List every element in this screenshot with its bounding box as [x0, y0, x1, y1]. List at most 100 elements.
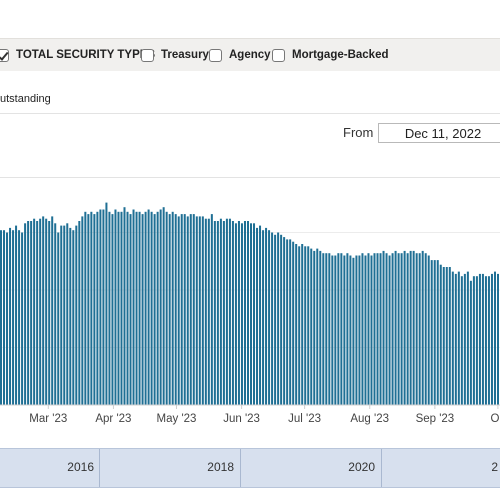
- bar[interactable]: [33, 218, 36, 405]
- bar[interactable]: [385, 253, 388, 405]
- bar[interactable]: [213, 221, 216, 405]
- bar[interactable]: [138, 211, 141, 405]
- bar[interactable]: [472, 276, 475, 405]
- bar[interactable]: [117, 211, 120, 405]
- bar[interactable]: [325, 253, 328, 405]
- bar[interactable]: [96, 211, 99, 405]
- bar[interactable]: [78, 221, 81, 405]
- bar[interactable]: [126, 211, 129, 405]
- bar[interactable]: [135, 211, 138, 405]
- bar[interactable]: [250, 223, 253, 405]
- bar[interactable]: [240, 223, 243, 405]
- bar[interactable]: [39, 218, 42, 405]
- bar[interactable]: [99, 209, 102, 406]
- bar[interactable]: [382, 250, 385, 405]
- bar[interactable]: [352, 257, 355, 405]
- bar[interactable]: [171, 211, 174, 405]
- bar[interactable]: [18, 230, 21, 405]
- bar[interactable]: [111, 214, 114, 405]
- bar[interactable]: [144, 211, 147, 405]
- bar[interactable]: [225, 218, 228, 405]
- bar[interactable]: [90, 211, 93, 405]
- bar[interactable]: [349, 255, 352, 406]
- bar[interactable]: [12, 230, 15, 405]
- bar[interactable]: [415, 253, 418, 405]
- bar[interactable]: [478, 273, 481, 405]
- bar[interactable]: [253, 223, 256, 405]
- bar[interactable]: [132, 209, 135, 406]
- bar[interactable]: [313, 250, 316, 405]
- bar[interactable]: [340, 253, 343, 405]
- bar[interactable]: [63, 225, 66, 405]
- bar[interactable]: [102, 209, 105, 406]
- bar[interactable]: [487, 276, 490, 405]
- checkbox-icon[interactable]: [141, 48, 154, 62]
- bar[interactable]: [51, 216, 54, 405]
- bar[interactable]: [153, 214, 156, 405]
- bar[interactable]: [207, 218, 210, 405]
- bar[interactable]: [289, 239, 292, 405]
- bar[interactable]: [81, 216, 84, 405]
- bar[interactable]: [463, 273, 466, 405]
- bar[interactable]: [448, 267, 451, 405]
- bar[interactable]: [228, 218, 231, 405]
- bar[interactable]: [6, 232, 9, 406]
- bar[interactable]: [36, 221, 39, 405]
- bar[interactable]: [237, 221, 240, 405]
- bar[interactable]: [424, 253, 427, 405]
- bar[interactable]: [75, 225, 78, 405]
- bar[interactable]: [343, 255, 346, 406]
- bar[interactable]: [361, 253, 364, 405]
- bar[interactable]: [280, 234, 283, 405]
- bar[interactable]: [355, 255, 358, 406]
- bar[interactable]: [21, 232, 24, 406]
- bar[interactable]: [60, 225, 63, 405]
- bar[interactable]: [466, 271, 469, 405]
- bar[interactable]: [265, 227, 268, 405]
- bar[interactable]: [201, 216, 204, 405]
- bar[interactable]: [120, 211, 123, 405]
- bar[interactable]: [397, 253, 400, 405]
- filter-agency[interactable]: Agency: [209, 45, 271, 65]
- bar[interactable]: [9, 227, 12, 405]
- bar[interactable]: [42, 216, 45, 405]
- bar[interactable]: [165, 211, 168, 405]
- bar[interactable]: [27, 221, 30, 405]
- bar[interactable]: [391, 253, 394, 405]
- bar[interactable]: [268, 230, 271, 405]
- bar[interactable]: [177, 216, 180, 405]
- from-date-input[interactable]: [378, 123, 500, 143]
- bar[interactable]: [295, 244, 298, 405]
- bar[interactable]: [373, 253, 376, 405]
- bar[interactable]: [310, 248, 313, 405]
- bar[interactable]: [469, 280, 472, 405]
- bar[interactable]: [45, 218, 48, 405]
- bar[interactable]: [394, 250, 397, 405]
- bar[interactable]: [15, 225, 18, 405]
- bar[interactable]: [400, 253, 403, 405]
- bar[interactable]: [234, 223, 237, 405]
- bar[interactable]: [231, 221, 234, 405]
- bar[interactable]: [379, 253, 382, 405]
- bar[interactable]: [319, 250, 322, 405]
- bar[interactable]: [475, 276, 478, 405]
- bar[interactable]: [412, 250, 415, 405]
- bar[interactable]: [183, 214, 186, 405]
- bar[interactable]: [114, 209, 117, 406]
- filter-treasury[interactable]: Treasury: [141, 45, 209, 65]
- bar[interactable]: [301, 244, 304, 405]
- bar[interactable]: [364, 255, 367, 406]
- bar[interactable]: [274, 234, 277, 405]
- bar[interactable]: [262, 230, 265, 405]
- bar[interactable]: [418, 253, 421, 405]
- bar[interactable]: [277, 232, 280, 406]
- checkbox-checked-icon[interactable]: [0, 48, 9, 62]
- bar[interactable]: [481, 273, 484, 405]
- bar[interactable]: [454, 273, 457, 405]
- bar[interactable]: [304, 246, 307, 405]
- bar[interactable]: [222, 221, 225, 405]
- checkbox-icon[interactable]: [272, 48, 285, 62]
- range-navigator[interactable]: 2016 2018 2020 2: [0, 448, 500, 488]
- bar[interactable]: [460, 276, 463, 405]
- bar[interactable]: [24, 223, 27, 405]
